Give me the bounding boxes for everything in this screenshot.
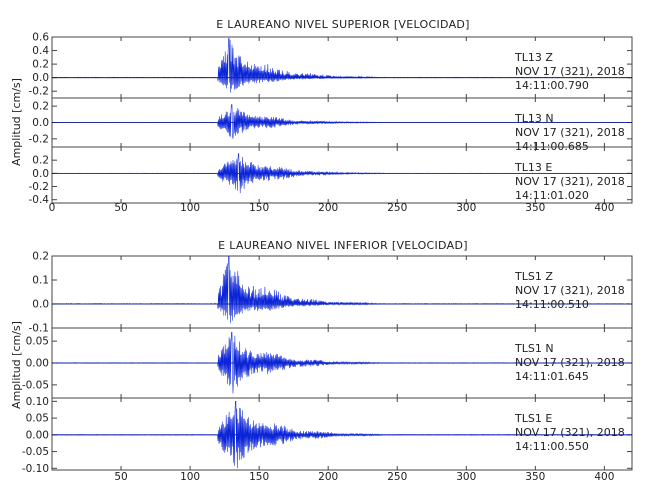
waveform-trace <box>52 38 632 93</box>
chart-title-1: E LAUREANO NIVEL SUPERIOR [VELOCIDAD] <box>216 18 470 31</box>
event-time-label: 14:11:01.645 <box>515 370 589 383</box>
waveform-trace <box>52 401 632 469</box>
x-tick-label: 350 <box>525 202 545 214</box>
station-label: TL13 Z <box>514 51 553 64</box>
event-date-label: NOV 17 (321), 2018 <box>515 175 625 188</box>
x-tick-label: 250 <box>387 202 407 214</box>
y-tick-label: 0.2 <box>32 251 49 263</box>
y-axis-label-1: Amplitud [cm/s] <box>10 78 23 166</box>
x-tick-label: 50 <box>114 471 127 483</box>
x-tick-label: 0 <box>49 202 56 214</box>
station-label: TL13 E <box>514 161 552 174</box>
panel-frame <box>51 397 633 471</box>
x-tick-label: 400 <box>594 471 614 483</box>
event-date-label: NOV 17 (321), 2018 <box>515 356 625 369</box>
y-tick-label: 0.2 <box>32 59 49 71</box>
y-tick-label: -0.2 <box>29 133 50 145</box>
event-date-label: NOV 17 (321), 2018 <box>515 426 625 439</box>
x-tick-label: 400 <box>594 202 614 214</box>
y-tick-label: 0.2 <box>32 155 49 167</box>
x-tick-label: 200 <box>318 471 338 483</box>
y-tick-label: 0.4 <box>32 45 49 57</box>
event-date-label: NOV 17 (321), 2018 <box>515 65 625 78</box>
station-label: TLS1 N <box>514 342 554 355</box>
y-tick-label: 0.0 <box>32 299 49 311</box>
event-date-label: NOV 17 (321), 2018 <box>515 284 625 297</box>
x-tick-label: 150 <box>249 202 269 214</box>
event-time-label: 14:11:00.790 <box>515 79 589 92</box>
x-tick-label: 50 <box>114 202 127 214</box>
station-label: TL13 N <box>514 112 554 125</box>
y-tick-label: -0.2 <box>29 86 50 98</box>
y-tick-label: 0.1 <box>32 275 49 287</box>
panel-frame <box>51 146 633 204</box>
event-time-label: 14:11:00.510 <box>515 298 589 311</box>
y-tick-label: 0.00 <box>26 358 49 370</box>
station-label: TLS1 E <box>514 412 552 425</box>
y-tick-label: -0.05 <box>22 379 49 391</box>
y-tick-label: 0.0 <box>32 117 49 129</box>
event-time-label: 14:11:00.550 <box>515 440 589 453</box>
x-tick-label: 250 <box>387 471 407 483</box>
x-tick-label: 100 <box>180 471 200 483</box>
y-tick-label: 0.0 <box>32 72 49 84</box>
chart-title-2: E LAUREANO NIVEL INFERIOR [VELOCIDAD] <box>218 239 468 252</box>
y-tick-label: -0.4 <box>29 194 50 206</box>
y-tick-label: -0.1 <box>29 323 50 335</box>
y-tick-label: 0.6 <box>32 32 49 44</box>
event-date-label: NOV 17 (321), 2018 <box>515 126 625 139</box>
waveform-trace <box>52 153 632 194</box>
x-tick-label: 300 <box>456 202 476 214</box>
y-tick-label: 0.10 <box>26 396 49 408</box>
y-tick-label: 0.0 <box>32 168 49 180</box>
y-tick-label: 0.05 <box>26 336 49 348</box>
y-tick-label: 0.2 <box>32 101 49 113</box>
y-tick-label: -0.10 <box>22 463 49 475</box>
x-tick-label: 200 <box>318 202 338 214</box>
y-tick-label: 0.00 <box>26 429 49 441</box>
y-axis-label-2: Amplitud [cm/s] <box>10 321 23 409</box>
event-time-label: 14:11:01.020 <box>515 189 589 202</box>
y-tick-label: -0.05 <box>22 446 49 458</box>
x-tick-label: 150 <box>249 471 269 483</box>
y-tick-label: 0.05 <box>26 413 49 425</box>
waveform-trace <box>52 332 632 394</box>
station-label: TLS1 Z <box>514 270 553 283</box>
x-tick-label: 300 <box>456 471 476 483</box>
x-tick-label: 350 <box>525 471 545 483</box>
waveform-trace <box>52 104 632 139</box>
y-tick-label: -0.2 <box>29 181 50 193</box>
waveform-trace <box>52 255 632 324</box>
x-tick-label: 100 <box>180 202 200 214</box>
